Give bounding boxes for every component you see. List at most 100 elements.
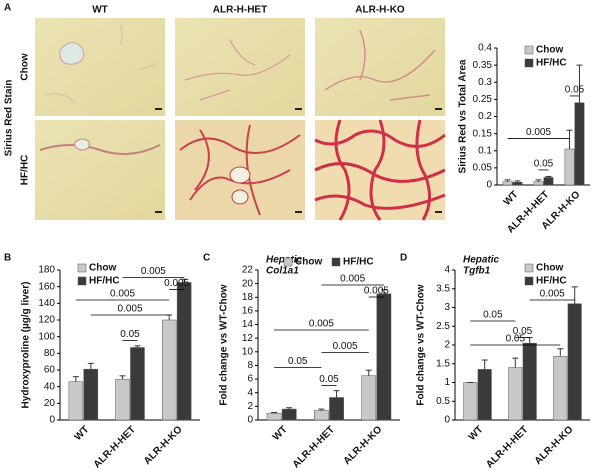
- legend-swatch: [524, 263, 534, 273]
- error-bar: [571, 286, 578, 304]
- legend-label: Chow: [536, 263, 563, 274]
- error-bar: [333, 390, 340, 398]
- y-tick-label: 0.5: [436, 396, 450, 407]
- y-tick-label: 22: [242, 265, 254, 276]
- y-tick-label: 0.1: [478, 145, 492, 156]
- x-tick-label: ALR-H-KO: [342, 424, 385, 467]
- bar: [533, 181, 544, 186]
- error-bar: [526, 337, 533, 344]
- significance-label: 0.005: [164, 278, 189, 289]
- significance-label: 0.05: [319, 374, 339, 385]
- bar: [83, 368, 99, 421]
- error-bar: [514, 180, 521, 183]
- significance-label: 0.005: [110, 289, 135, 300]
- y-tick-label: 2.5: [436, 321, 450, 332]
- significance-label: 0.005: [526, 127, 551, 138]
- y-tick-label: 0: [49, 415, 55, 426]
- bar: [376, 293, 392, 421]
- y-axis-label: Hydroxyproline (µg/g liver): [21, 282, 32, 409]
- y-tick-label: 80: [44, 348, 56, 359]
- error-bar: [566, 129, 573, 150]
- column-header: ALR-H-KO: [355, 5, 405, 16]
- panel-label: C: [203, 253, 210, 264]
- panel-label: A: [4, 3, 11, 14]
- x-tick-label: ALR-H-KO: [533, 424, 576, 467]
- legend-swatch: [283, 257, 293, 267]
- error-bar: [504, 179, 511, 182]
- legend-swatch: [524, 58, 534, 68]
- bar: [512, 182, 523, 186]
- error-bar: [271, 412, 278, 414]
- error-bar: [119, 375, 126, 380]
- chart-subtitle: Tgfb1: [463, 266, 491, 277]
- significance-label: 0.05: [506, 334, 526, 345]
- row-label: HF/HC: [20, 155, 31, 186]
- legend-label: HF/HC: [343, 257, 374, 268]
- y-tick-label: 0.15: [473, 128, 493, 139]
- bar: [130, 347, 145, 421]
- row-title: Sirius Red Stain: [4, 80, 15, 157]
- y-tick-label: 0.4: [478, 43, 492, 54]
- y-tick-label: 120: [38, 315, 55, 326]
- significance-label: 0.05: [534, 159, 554, 170]
- error-bar: [318, 408, 325, 411]
- bar: [574, 102, 585, 186]
- y-axis-label: Fold change vs WT-Chow: [219, 284, 230, 405]
- significance-label: 0.05: [513, 326, 533, 337]
- y-tick-label: 0: [486, 180, 492, 191]
- bar: [115, 378, 130, 421]
- y-tick-label: 14: [242, 319, 254, 330]
- y-tick-label: 2: [247, 401, 253, 412]
- bar: [176, 282, 192, 421]
- y-tick-label: 0.3: [478, 77, 492, 88]
- significance-label: 0.005: [540, 289, 565, 300]
- x-tick-label: WT: [271, 424, 290, 443]
- significance-label: 0.05: [120, 329, 140, 340]
- y-tick-label: 3.5: [436, 283, 450, 294]
- y-tick-label: 12: [242, 333, 254, 344]
- micrographs: [35, 18, 446, 221]
- y-tick-label: 40: [44, 381, 56, 392]
- error-bar: [576, 64, 583, 103]
- panel-label: B: [4, 253, 11, 264]
- bar: [477, 369, 492, 421]
- y-tick-label: 0.25: [473, 94, 493, 105]
- row-label: Chow: [20, 53, 31, 80]
- error-bar: [134, 345, 141, 348]
- legend-swatch: [524, 45, 534, 55]
- error-bar: [286, 407, 293, 410]
- significance-label: 0.05: [565, 85, 585, 96]
- bar: [502, 181, 513, 186]
- legend-label: HF/HC: [536, 58, 567, 69]
- y-tick-label: 100: [38, 331, 55, 342]
- error-bar: [535, 179, 542, 182]
- error-bar: [87, 362, 94, 370]
- y-tick-label: 2: [444, 340, 450, 351]
- y-tick-label: 0.2: [478, 111, 492, 122]
- bar: [266, 412, 282, 421]
- y-tick-label: 20: [242, 278, 254, 289]
- x-tick-label: WT: [467, 424, 486, 443]
- bar: [553, 356, 568, 421]
- error-bar: [545, 175, 552, 178]
- y-tick-label: 6: [247, 374, 253, 385]
- bar: [567, 303, 582, 421]
- error-bar: [380, 289, 387, 294]
- column-header: ALR-H-HET: [213, 5, 267, 16]
- y-tick-label: 3: [444, 302, 450, 313]
- bar: [522, 342, 537, 421]
- legend-label: Chow: [536, 45, 563, 56]
- bar: [543, 177, 554, 186]
- bar: [329, 397, 344, 421]
- y-tick-label: 8: [247, 360, 253, 371]
- legend-swatch: [77, 263, 87, 273]
- y-tick-label: 160: [38, 281, 55, 292]
- x-tick-label: ALR-H-HET: [484, 424, 530, 470]
- y-tick-label: 16: [242, 306, 254, 317]
- legend-swatch: [77, 276, 87, 286]
- significance-label: 0.005: [364, 286, 389, 297]
- y-tick-label: 10: [242, 346, 254, 357]
- y-axis-label: Fold change vs WT-Chow: [416, 284, 427, 405]
- y-tick-label: 0: [247, 415, 253, 426]
- y-tick-label: 18: [242, 292, 254, 303]
